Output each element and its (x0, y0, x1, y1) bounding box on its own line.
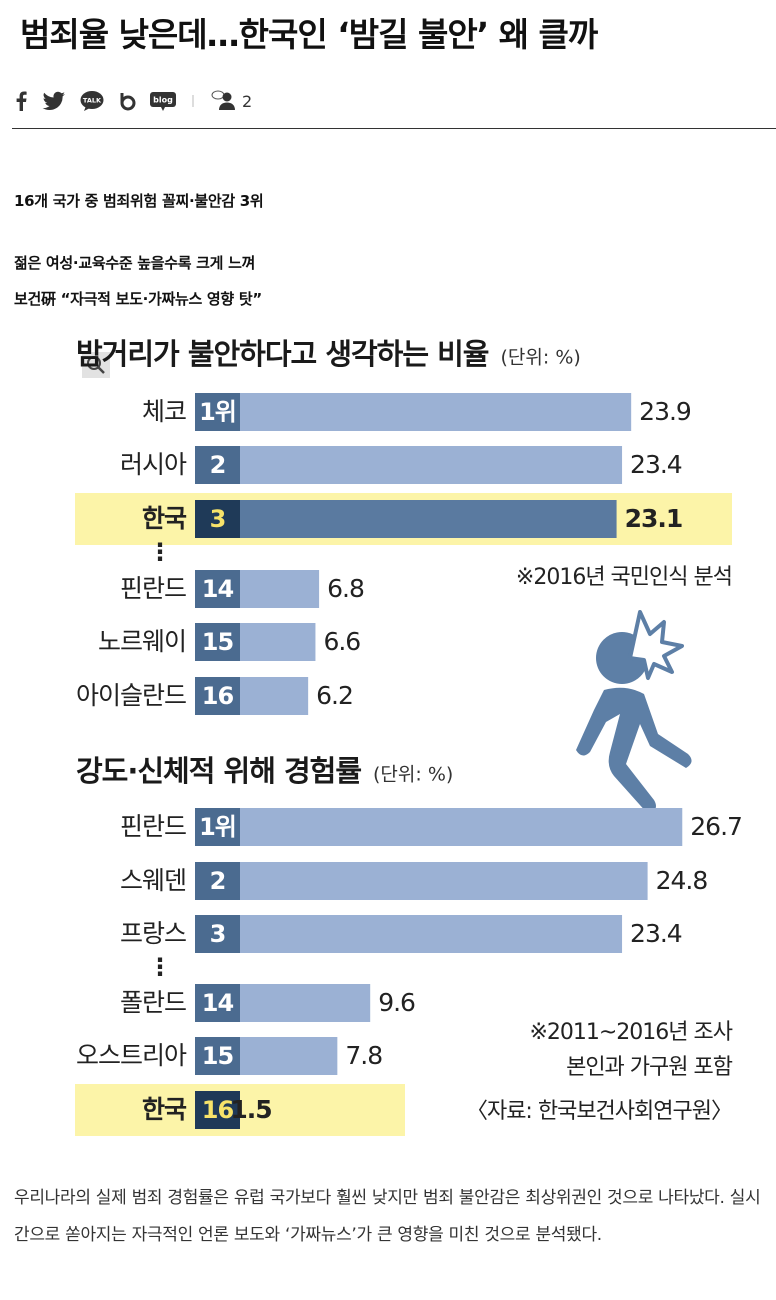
value-label: 6.6 (323, 627, 360, 656)
blog-icon[interactable]: blog (150, 90, 176, 112)
subheading: 16개 국가 중 범죄위험 꼴찌·불안감 3위 (14, 192, 264, 210)
rank-box (195, 500, 240, 538)
rank-label: 1위 (199, 398, 236, 426)
article-body: 우리나라의 실제 범죄 경험률은 유럽 국가보다 훨씬 낮지만 범죄 불안감은 … (14, 1188, 761, 1245)
chart-note: 〈자료: 한국보건사회연구원〉 (466, 1099, 732, 1124)
rank-label: 3 (210, 505, 226, 533)
category-label: 핀란드 (120, 574, 186, 603)
rank-label: 2 (210, 867, 226, 895)
chart-note: ※2011~2016년 조사 (529, 1020, 732, 1045)
rank-box (195, 1037, 240, 1075)
category-label: 폴란드 (120, 988, 186, 1017)
rank-box (195, 808, 240, 846)
talk-icon-label: TALK (83, 97, 102, 105)
bar (195, 862, 648, 900)
value-label: 26.7 (690, 812, 742, 841)
rank-box (195, 393, 240, 431)
gap-marker: ⋮ (148, 953, 172, 981)
rank-box (195, 623, 240, 661)
value-label: 23.9 (639, 397, 691, 426)
share-count: 2 (242, 91, 253, 111)
value-label: 23.4 (630, 919, 682, 948)
value-label: 6.2 (316, 681, 353, 710)
bar (195, 446, 623, 484)
rank-box (195, 570, 240, 608)
facebook-icon[interactable] (14, 91, 28, 111)
category-label: 체코 (142, 397, 186, 426)
rank-box (195, 862, 240, 900)
reader-icon (211, 90, 235, 110)
rank-box (195, 984, 240, 1022)
rank-label: 2 (210, 451, 226, 479)
category-label: 러시아 (120, 450, 187, 479)
rank-box (195, 1091, 240, 1129)
chart-title: 밤거리가 불안하다고 생각하는 비율 (76, 337, 489, 371)
infographic: 밤거리가 불안하다고 생각하는 비율 (단위: %) 1위 체코 23.9 2 러시아 23.… (75, 337, 743, 1136)
gap-marker: ⋮ (148, 538, 172, 566)
bar (195, 915, 623, 953)
value-label: 23.4 (630, 450, 682, 479)
chart-unit: (단위: %) (373, 764, 453, 786)
rank-label: 16 (202, 1096, 234, 1124)
rank-label: 15 (202, 1042, 234, 1070)
category-label: 한국 (142, 504, 187, 533)
chart-note: ※2016년 국민인식 분석 (516, 565, 732, 590)
rank-label: 16 (202, 682, 234, 710)
chart-unit: (단위: %) (501, 347, 581, 369)
rank-label: 14 (202, 989, 234, 1017)
bar (195, 393, 632, 431)
divider (12, 128, 776, 129)
kakaotalk-icon[interactable]: TALK (80, 90, 104, 112)
chart-title: 강도·신체적 위해 경험률 (76, 754, 361, 788)
blog-icon-label: blog (153, 96, 173, 105)
category-label: 아이슬란드 (76, 681, 186, 710)
twitter-icon[interactable] (42, 91, 66, 111)
band-icon[interactable] (118, 91, 136, 111)
category-label: 프랑스 (120, 919, 186, 948)
value-label: 6.8 (327, 574, 364, 603)
separator (192, 95, 194, 107)
bar (195, 500, 617, 538)
rank-label: 15 (202, 628, 234, 656)
value-label: 23.1 (625, 504, 683, 533)
category-label: 오스트리아 (76, 1041, 187, 1070)
rank-box (195, 677, 240, 715)
article-title: 범죄율 낮은데…한국인 ‘밤길 불안’ 왜 클까 (20, 15, 598, 54)
category-label: 스웨덴 (120, 866, 186, 895)
category-label: 핀란드 (120, 812, 186, 841)
subheading: 젊은 여성·교육수준 높을수록 크게 느껴 (14, 254, 256, 272)
share-bar: TALK blog 2 (14, 88, 252, 114)
rank-box (195, 446, 240, 484)
subheading: 보건硏 “자극적 보도·가짜뉴스 영향 탓” (14, 290, 262, 308)
rank-label: 3 (210, 920, 226, 948)
category-label: 노르웨이 (98, 627, 186, 656)
value-label: 9.6 (378, 988, 415, 1017)
running-figure (576, 610, 692, 814)
value-label: 1.5 (230, 1095, 271, 1124)
rank-box (195, 915, 240, 953)
rank-label: 1위 (199, 813, 236, 841)
rank-label: 14 (202, 575, 234, 603)
value-label: 7.8 (345, 1041, 382, 1070)
category-label: 한국 (142, 1095, 187, 1124)
value-label: 24.8 (656, 866, 708, 895)
bar (195, 808, 683, 846)
zoom-icon[interactable] (82, 352, 110, 378)
chart-note: 본인과 가구원 포함 (566, 1055, 733, 1080)
